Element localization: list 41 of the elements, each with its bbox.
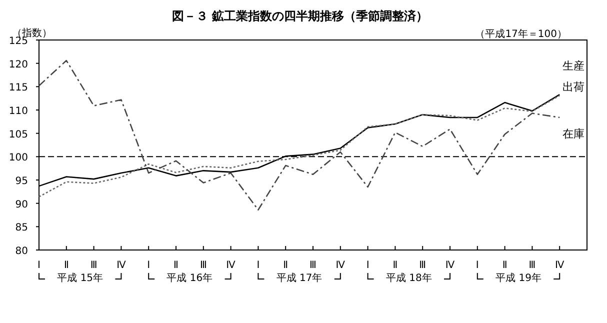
text: 生産 [562,60,585,73]
x-tick-label: Ⅱ [502,260,508,271]
x-tick-label: Ⅱ [392,260,398,271]
text: （平成17年＝100） [475,28,567,40]
text: 平成 15年 [57,272,104,284]
y-tick-label: 95 [15,176,28,187]
line-series [38,60,560,211]
x-tick-label: Ⅱ [64,260,69,271]
series-label: 在庫 [562,127,585,140]
x-tick-label: Ⅳ [336,260,346,271]
y-tick-label: 90 [15,199,28,210]
x-tick-label: Ⅰ [147,260,150,271]
x-tick-label: Ⅰ [366,260,370,271]
x-tick-label: Ⅰ [476,260,479,271]
x-tick-label: Ⅱ [174,260,178,271]
y-tick-label: 100 [8,152,28,164]
y-tick-label: 80 [15,246,28,257]
x-tick-label: Ⅲ [310,260,316,271]
y-tick-label: 110 [8,106,28,117]
x-tick-label: Ⅳ [116,260,127,271]
y-tick-label: 85 [15,222,28,234]
x-tick-label: Ⅳ [445,260,456,271]
x-tick-label: Ⅲ [419,260,426,271]
x-tick-label: Ⅲ [200,260,207,271]
x-tick-label: Ⅲ [90,260,98,271]
text: 平成 19年 [496,272,542,284]
y-tick-label: 105 [8,129,28,140]
x-tick-label: Ⅰ [38,260,40,271]
x-tick-label: Ⅱ [283,260,288,271]
y-tick-label: 115 [8,82,28,94]
y-tick-label: 125 [8,36,28,47]
text: 平成 17年 [276,272,322,284]
series-label: 出荷 [562,80,585,94]
x-tick-label: Ⅳ [226,260,236,271]
x-tick-label: Ⅰ [256,260,260,271]
chart-title: 図－３ 鉱工業指数の四半期推移（季節調整済） [172,9,428,23]
x-tick-label: Ⅳ [554,260,565,271]
text: 平成 16年 [166,272,213,284]
x-tick-label: Ⅲ [528,260,536,271]
y-tick-label: 120 [8,59,28,70]
text: 平成 18年 [386,272,432,284]
